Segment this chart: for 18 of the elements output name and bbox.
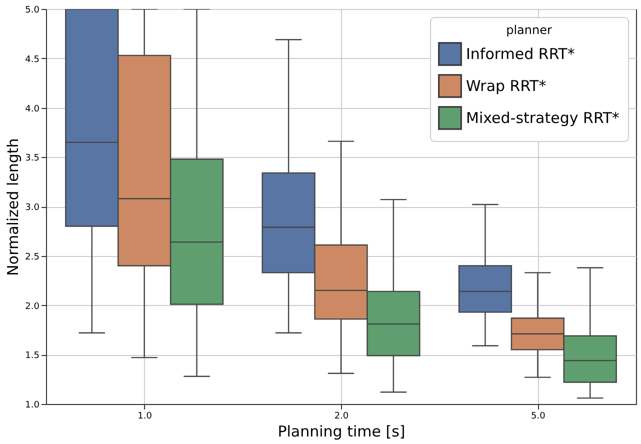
legend-label: Wrap RRT* [466, 77, 547, 95]
x-tick-label: 1.0 [138, 412, 152, 422]
x-tick-label: 5.0 [531, 412, 546, 422]
y-tick-label: 2.5 [25, 252, 40, 262]
y-tick-label: 5.0 [25, 6, 40, 16]
y-tick-label: 1.0 [25, 400, 40, 410]
y-tick-label: 3.5 [25, 154, 40, 164]
y-axis-title: Normalized length [4, 138, 22, 276]
y-tick-label: 4.0 [25, 104, 40, 114]
x-tick-label: 2.0 [334, 412, 349, 422]
y-tick-label: 3.0 [25, 203, 40, 213]
y-tick-label: 4.5 [25, 54, 40, 65]
y-tick-label: 1.5 [25, 351, 40, 362]
legend-title: planner [506, 23, 552, 37]
legend-label: Mixed-strategy RRT* [466, 109, 620, 127]
y-tick-label: 2.0 [25, 302, 40, 312]
x-axis-title: Planning time [s] [278, 422, 406, 440]
legend-label: Informed RRT* [466, 45, 576, 63]
